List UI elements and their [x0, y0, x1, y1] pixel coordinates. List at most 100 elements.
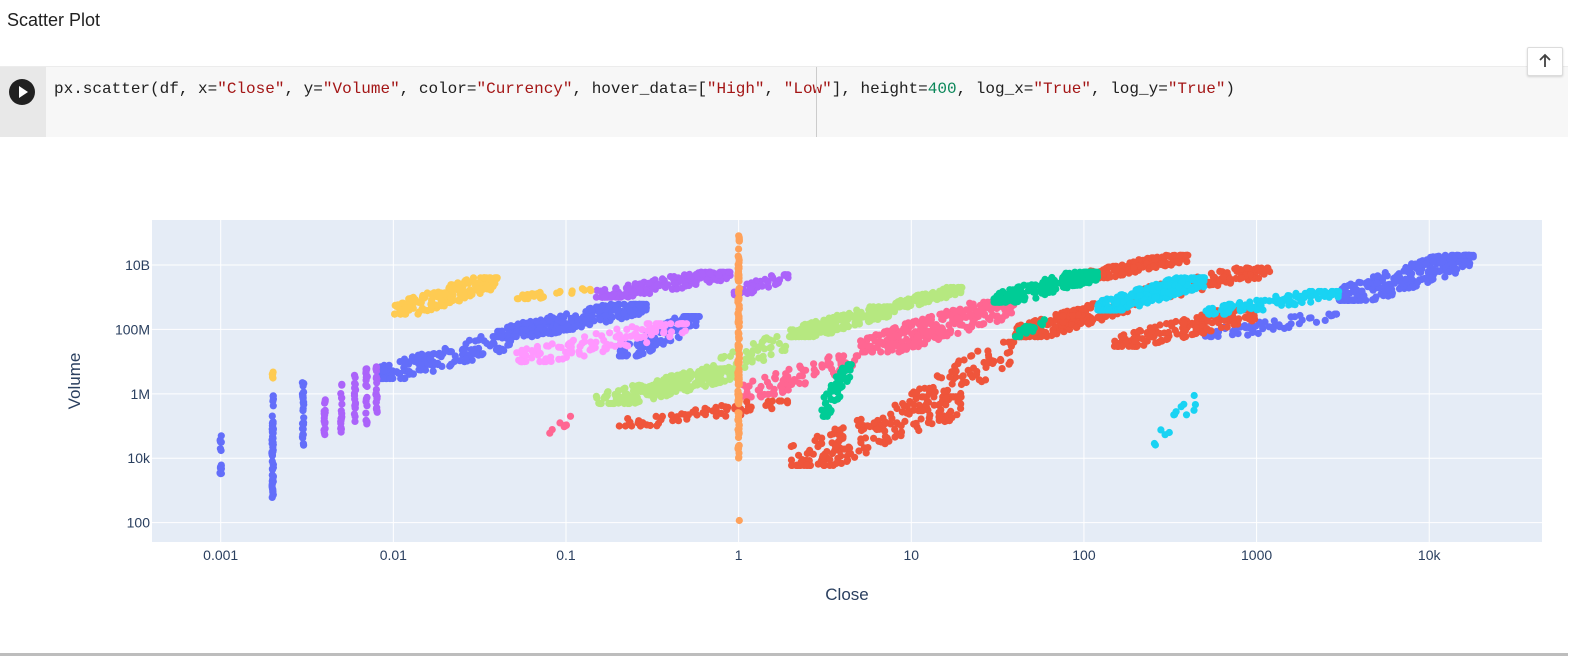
data-point[interactable]	[799, 366, 807, 374]
data-point[interactable]	[606, 329, 614, 337]
data-point[interactable]	[1164, 335, 1172, 343]
data-point[interactable]	[800, 324, 808, 332]
data-point[interactable]	[402, 304, 410, 312]
data-point[interactable]	[1248, 328, 1257, 336]
data-point[interactable]	[870, 419, 878, 427]
data-point[interactable]	[555, 325, 563, 333]
data-point[interactable]	[612, 284, 620, 292]
data-point[interactable]	[351, 395, 359, 403]
data-point[interactable]	[913, 333, 921, 341]
data-point[interactable]	[423, 289, 431, 297]
data-point[interactable]	[268, 493, 276, 501]
data-point[interactable]	[735, 354, 743, 362]
data-point[interactable]	[922, 401, 930, 409]
data-point[interactable]	[1089, 316, 1097, 324]
data-point[interactable]	[673, 285, 681, 293]
data-point[interactable]	[1381, 281, 1389, 289]
data-point[interactable]	[1106, 263, 1114, 271]
data-point[interactable]	[587, 287, 595, 295]
data-point[interactable]	[1079, 305, 1087, 313]
data-point[interactable]	[629, 309, 637, 317]
data-point[interactable]	[1197, 278, 1205, 287]
data-point[interactable]	[787, 333, 795, 341]
data-point[interactable]	[1317, 287, 1325, 296]
data-point[interactable]	[769, 274, 777, 282]
data-point[interactable]	[880, 305, 888, 314]
data-point[interactable]	[857, 308, 865, 316]
data-point[interactable]	[1191, 401, 1199, 409]
data-point[interactable]	[967, 311, 975, 319]
data-point[interactable]	[832, 314, 840, 322]
data-point[interactable]	[480, 274, 488, 282]
data-point[interactable]	[864, 422, 872, 430]
data-point[interactable]	[1253, 306, 1261, 314]
data-point[interactable]	[968, 352, 976, 360]
data-point[interactable]	[607, 293, 616, 301]
data-point[interactable]	[1170, 411, 1178, 419]
data-point[interactable]	[1164, 328, 1173, 337]
data-point[interactable]	[636, 286, 644, 294]
data-point[interactable]	[568, 325, 576, 333]
data-point[interactable]	[1287, 313, 1295, 321]
data-point[interactable]	[1180, 319, 1188, 327]
data-point[interactable]	[1298, 316, 1306, 324]
data-point[interactable]	[866, 334, 874, 342]
data-point[interactable]	[514, 320, 522, 328]
data-point[interactable]	[566, 412, 575, 420]
data-point[interactable]	[592, 338, 600, 346]
data-point[interactable]	[706, 270, 714, 278]
data-point[interactable]	[719, 367, 727, 375]
data-point[interactable]	[946, 329, 954, 337]
data-point[interactable]	[657, 393, 665, 401]
data-point[interactable]	[1094, 302, 1102, 310]
data-point[interactable]	[1165, 428, 1173, 437]
data-point[interactable]	[619, 385, 627, 393]
data-point[interactable]	[775, 339, 784, 348]
data-point[interactable]	[798, 456, 806, 464]
data-point[interactable]	[1087, 268, 1095, 276]
data-point[interactable]	[1332, 310, 1340, 318]
data-point[interactable]	[269, 392, 277, 400]
data-point[interactable]	[1174, 289, 1182, 297]
data-point[interactable]	[1217, 323, 1225, 332]
data-point[interactable]	[638, 387, 646, 395]
data-point[interactable]	[662, 382, 670, 390]
data-point[interactable]	[1126, 300, 1134, 308]
data-point[interactable]	[667, 390, 675, 398]
data-point[interactable]	[1157, 426, 1165, 434]
data-point[interactable]	[1157, 259, 1166, 268]
data-point[interactable]	[468, 348, 477, 356]
data-point[interactable]	[392, 302, 400, 310]
data-point[interactable]	[616, 397, 624, 405]
data-point[interactable]	[861, 434, 870, 442]
data-point[interactable]	[1236, 299, 1244, 307]
data-point[interactable]	[1003, 349, 1011, 357]
data-point[interactable]	[997, 315, 1005, 323]
data-point[interactable]	[855, 447, 863, 455]
data-point[interactable]	[1414, 278, 1422, 286]
data-point[interactable]	[735, 322, 743, 330]
data-point[interactable]	[825, 329, 833, 337]
data-point[interactable]	[1334, 293, 1342, 301]
data-point[interactable]	[351, 384, 359, 392]
data-point[interactable]	[681, 327, 689, 335]
data-point[interactable]	[637, 342, 645, 350]
data-point[interactable]	[984, 351, 993, 359]
data-point[interactable]	[703, 374, 711, 383]
data-point[interactable]	[603, 392, 611, 400]
data-point[interactable]	[755, 386, 763, 394]
data-point[interactable]	[928, 291, 936, 299]
data-point[interactable]	[659, 340, 667, 348]
data-point[interactable]	[418, 293, 427, 301]
data-point[interactable]	[981, 376, 990, 384]
data-point[interactable]	[1009, 291, 1017, 299]
data-point[interactable]	[1151, 294, 1159, 302]
data-point[interactable]	[1124, 294, 1132, 302]
data-point[interactable]	[735, 315, 743, 323]
data-point[interactable]	[783, 397, 792, 405]
data-point[interactable]	[931, 388, 939, 396]
data-point[interactable]	[1236, 305, 1244, 313]
data-point[interactable]	[897, 428, 906, 436]
data-point[interactable]	[904, 319, 912, 327]
data-point[interactable]	[490, 340, 498, 348]
